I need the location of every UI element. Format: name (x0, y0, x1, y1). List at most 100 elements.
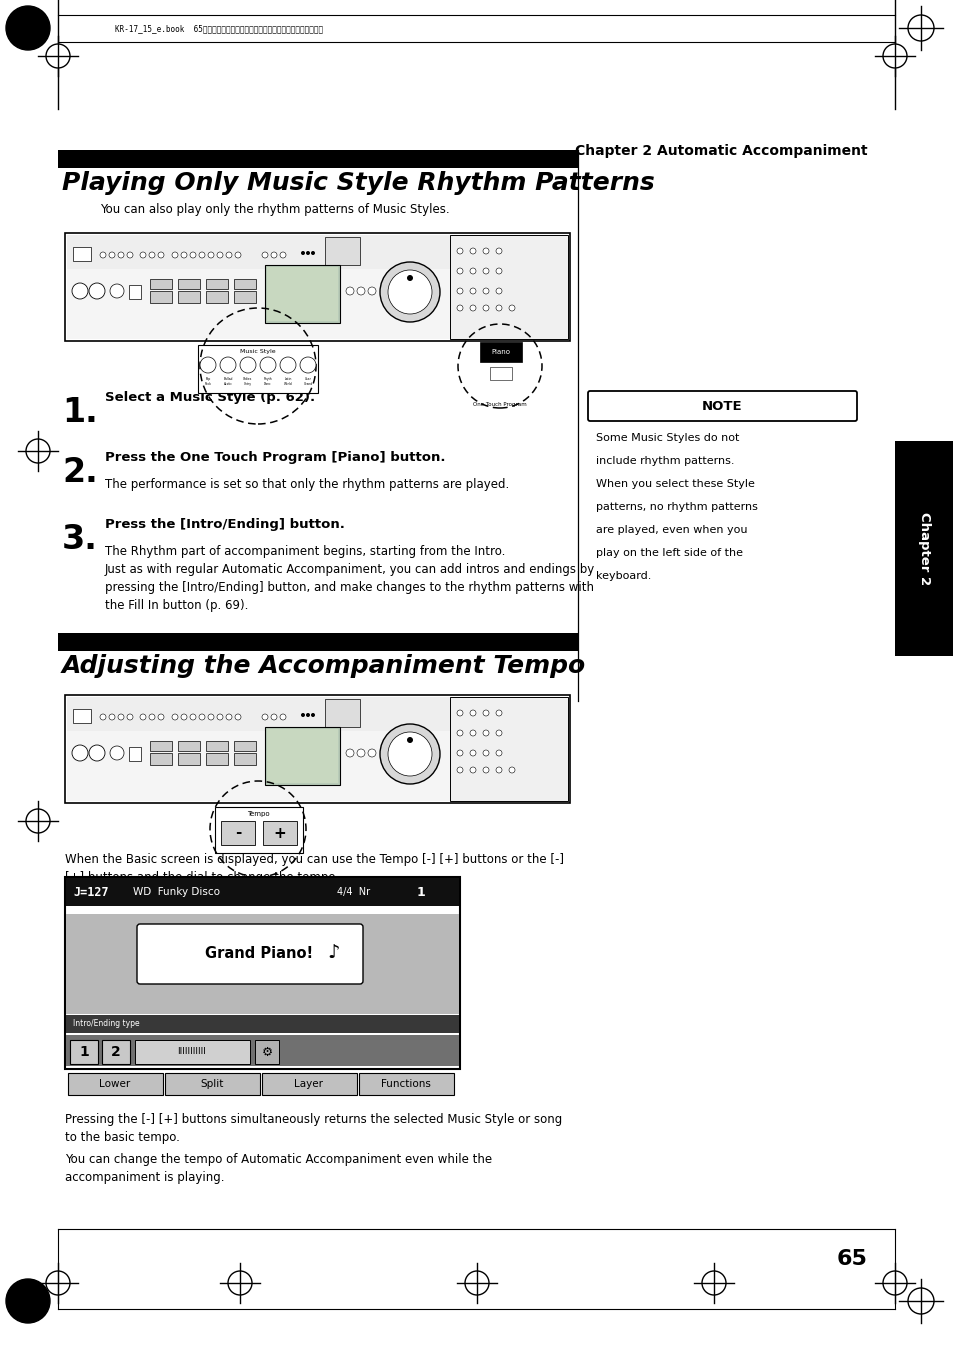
Circle shape (127, 253, 132, 258)
Bar (358, 1073, 454, 1096)
Bar (150, 280, 172, 289)
Bar (265, 727, 339, 785)
Circle shape (301, 713, 305, 717)
Text: Oldies
Cntry: Oldies Cntry (243, 377, 253, 386)
Circle shape (470, 267, 476, 274)
Bar (198, 345, 317, 393)
Bar (58, 634, 578, 651)
Bar (233, 280, 255, 289)
Bar (267, 730, 337, 784)
Circle shape (496, 730, 501, 736)
Bar (325, 698, 359, 727)
Circle shape (110, 746, 124, 761)
Circle shape (456, 288, 462, 295)
Bar (214, 807, 303, 852)
Circle shape (482, 730, 489, 736)
Text: play on the left side of the: play on the left side of the (596, 549, 742, 558)
Circle shape (226, 713, 232, 720)
Text: Layer: Layer (294, 1079, 323, 1089)
Circle shape (456, 767, 462, 773)
Circle shape (260, 357, 275, 373)
Text: keyboard.: keyboard. (596, 571, 651, 581)
Circle shape (172, 713, 178, 720)
Bar (490, 367, 512, 380)
Circle shape (482, 267, 489, 274)
Text: Split: Split (200, 1079, 223, 1089)
Bar (450, 235, 567, 339)
Text: J=127: J=127 (73, 885, 109, 898)
Circle shape (220, 357, 235, 373)
Text: 65: 65 (836, 1250, 867, 1269)
Circle shape (470, 767, 476, 773)
Bar (206, 290, 228, 303)
Bar (67, 697, 567, 731)
Circle shape (407, 276, 413, 281)
Circle shape (181, 713, 187, 720)
Bar (254, 1040, 278, 1065)
Circle shape (456, 249, 462, 254)
Bar (178, 740, 200, 751)
Circle shape (200, 357, 215, 373)
Text: User
Grand: User Grand (303, 377, 313, 386)
Circle shape (71, 282, 88, 299)
Circle shape (71, 744, 88, 761)
Bar (135, 1040, 250, 1065)
Circle shape (208, 713, 213, 720)
Text: Press the [Intro/Ending] button.: Press the [Intro/Ending] button. (105, 517, 345, 531)
Circle shape (356, 748, 365, 757)
Bar (206, 740, 228, 751)
Circle shape (470, 288, 476, 295)
Bar (66, 1015, 458, 1034)
Circle shape (271, 713, 276, 720)
Circle shape (456, 711, 462, 716)
Circle shape (127, 713, 132, 720)
Circle shape (306, 251, 310, 255)
Circle shape (509, 767, 515, 773)
Circle shape (271, 253, 276, 258)
Text: Pressing the [-] [+] buttons simultaneously returns the selected Music Style or : Pressing the [-] [+] buttons simultaneou… (65, 1113, 561, 1125)
Bar (233, 290, 255, 303)
Text: Latin
World: Latin World (283, 377, 292, 386)
Text: +: + (274, 825, 286, 840)
Text: Some Music Styles do not: Some Music Styles do not (596, 434, 739, 443)
Circle shape (181, 253, 187, 258)
Circle shape (379, 724, 439, 784)
Circle shape (496, 767, 501, 773)
Text: Press the One Touch Program [Piano] button.: Press the One Touch Program [Piano] butt… (105, 451, 445, 463)
Circle shape (280, 253, 286, 258)
Circle shape (482, 288, 489, 295)
Bar (58, 150, 578, 168)
Circle shape (496, 267, 501, 274)
Text: NOTE: NOTE (701, 400, 742, 412)
Bar (66, 915, 458, 1015)
Circle shape (456, 750, 462, 757)
Circle shape (456, 267, 462, 274)
Text: The Rhythm part of accompaniment begins, starting from the Intro.: The Rhythm part of accompaniment begins,… (105, 544, 505, 558)
Circle shape (482, 711, 489, 716)
Circle shape (262, 253, 268, 258)
Text: Pop
Rock: Pop Rock (204, 377, 212, 386)
Circle shape (190, 713, 195, 720)
Circle shape (388, 270, 432, 313)
Bar (102, 1040, 130, 1065)
Circle shape (306, 713, 310, 717)
Circle shape (100, 713, 106, 720)
Circle shape (109, 253, 115, 258)
Text: 2.: 2. (62, 457, 97, 489)
Text: 2: 2 (111, 1046, 121, 1059)
Circle shape (311, 713, 314, 717)
Bar (65, 232, 569, 340)
Bar (165, 1073, 260, 1096)
Bar (68, 1073, 163, 1096)
Bar (73, 247, 91, 261)
Circle shape (140, 713, 146, 720)
Text: 4/4  Nr: 4/4 Nr (336, 888, 370, 897)
Bar (262, 1073, 356, 1096)
Circle shape (118, 713, 124, 720)
Text: are played, even when you: are played, even when you (596, 526, 747, 535)
Bar (73, 709, 91, 723)
Text: You can change the tempo of Automatic Accompaniment even while the: You can change the tempo of Automatic Ac… (65, 1152, 492, 1166)
Bar (178, 753, 200, 765)
Circle shape (470, 730, 476, 736)
Bar (267, 267, 337, 322)
